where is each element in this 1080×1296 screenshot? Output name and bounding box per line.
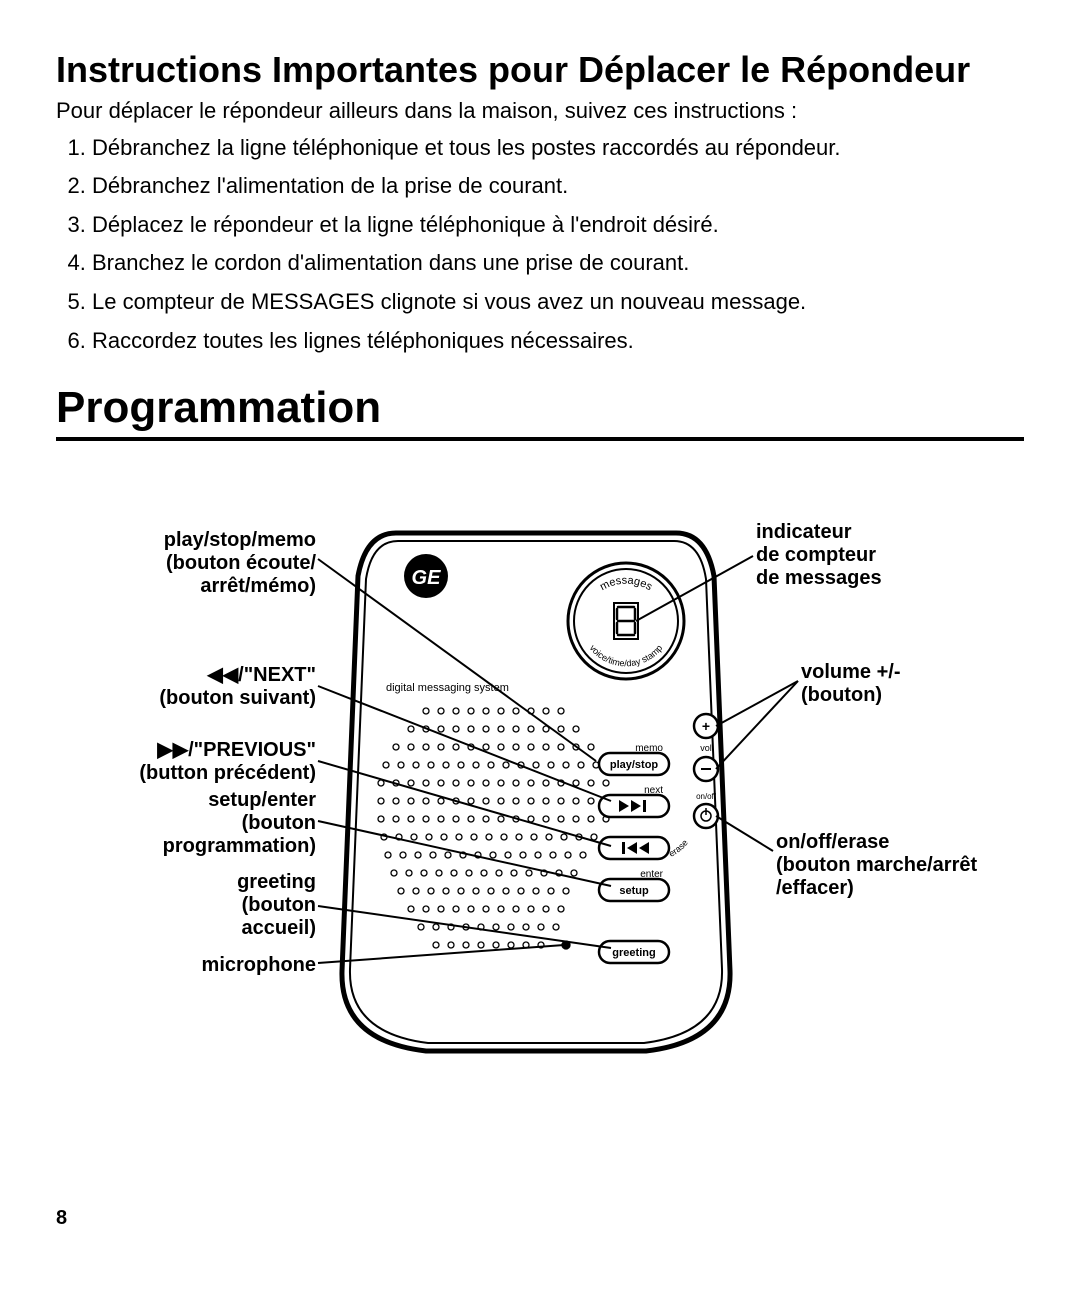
vol-label: vol: [700, 743, 712, 753]
step-3: Déplacez le répondeur et la ligne téléph…: [92, 211, 1024, 240]
label-onoff: on/off/erase (bouton marche/arrêt /effac…: [776, 831, 977, 900]
label-greeting: greeting (bouton accueil): [237, 871, 316, 940]
label-volume: volume +/- (bouton): [801, 661, 900, 707]
step-4: Branchez le cordon d'alimentation dans u…: [92, 249, 1024, 278]
step-5: Le compteur de MESSAGES clignote si vous…: [92, 288, 1024, 317]
svg-text:GE: GE: [412, 567, 442, 589]
device-diagram: play/stop/memo (bouton écoute/ arrêt/mém…: [56, 511, 1016, 1091]
onoff-label: on/off: [696, 792, 717, 801]
label-indicator: indicateur de compteur de messages: [756, 521, 882, 590]
label-setup-enter: setup/enter (bouton programmation): [163, 789, 316, 858]
label-previous: ▶▶/"PREVIOUS" (button précédent): [139, 739, 316, 785]
section-title-programmation: Programmation: [56, 383, 1024, 441]
device-subtext: digital messaging system: [386, 682, 509, 694]
label-next: ◀◀/"NEXT" (bouton suivant): [159, 664, 316, 710]
btn-setup-label: setup: [619, 885, 649, 897]
label-play-stop-memo: play/stop/memo (bouton écoute/ arrêt/mém…: [164, 529, 316, 598]
intro-text: Pour déplacer le répondeur ailleurs dans…: [56, 98, 1024, 124]
label-microphone: microphone: [202, 954, 316, 977]
svg-text:+: +: [702, 718, 710, 734]
step-6: Raccordez toutes les lignes téléphonique…: [92, 327, 1024, 356]
step-1: Débranchez la ligne téléphonique et tous…: [92, 134, 1024, 163]
step-2: Débranchez l'alimentation de la prise de…: [92, 172, 1024, 201]
page-number: 8: [56, 1207, 67, 1230]
section-title-instructions: Instructions Importantes pour Déplacer l…: [56, 50, 1024, 90]
steps-list: Débranchez la ligne téléphonique et tous…: [56, 134, 1024, 356]
btn-playstop-label: play/stop: [610, 759, 659, 771]
btn-greeting-label: greeting: [612, 947, 655, 959]
device-illustration: GE messages voice/time/day stamp: [336, 521, 736, 1061]
